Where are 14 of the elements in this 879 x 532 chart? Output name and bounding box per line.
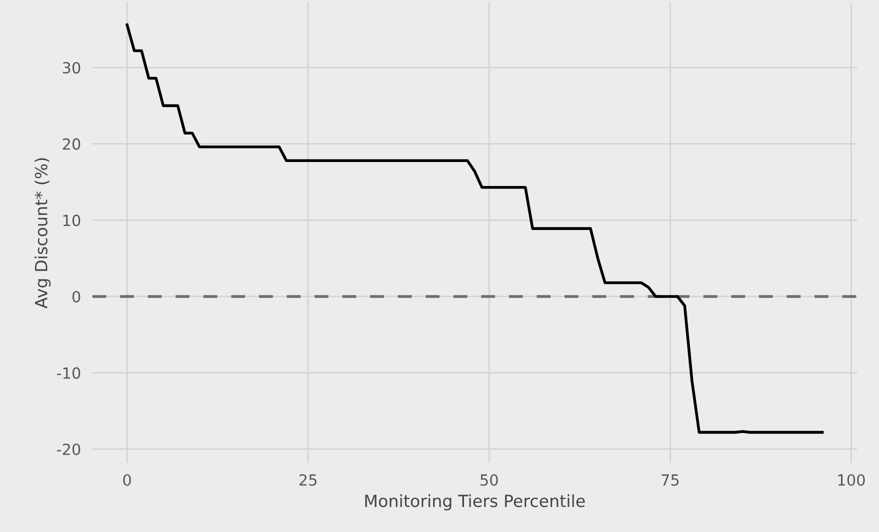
y-tick-label: -10 [56, 367, 80, 379]
x-tick-label: 50 [480, 474, 498, 486]
y-axis-title: Avg Discount* (%) [34, 158, 51, 309]
x-tick-label: 0 [123, 474, 131, 486]
x-tick-label: 100 [838, 474, 865, 486]
y-tick-label: 0 [72, 290, 80, 302]
x-axis-title: Monitoring Tiers Percentile [365, 494, 585, 510]
y-tick-label: 20 [62, 138, 80, 150]
y-tick-label: 10 [63, 214, 80, 226]
y-tick-label: 30 [62, 62, 80, 74]
line-series [126, 23, 824, 434]
y-tick-label: -20 [56, 444, 80, 456]
x-tick-label: 25 [300, 474, 316, 486]
x-tick-label: 75 [662, 474, 679, 486]
